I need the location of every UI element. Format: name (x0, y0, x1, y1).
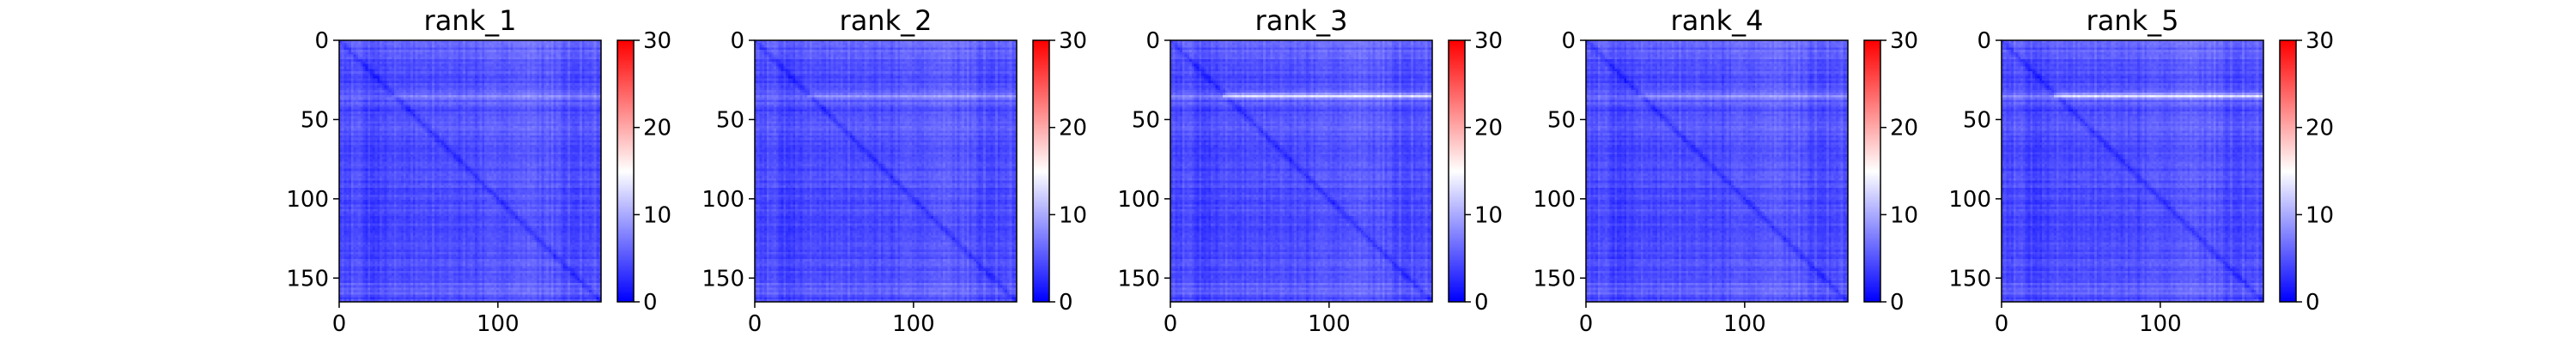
panel-title: rank_3 (1255, 4, 1348, 37)
colorbar-frame (617, 39, 635, 303)
y-tick-label: 100 (702, 187, 744, 213)
colorbar-tick-label: 10 (1059, 202, 1087, 228)
colorbar-tick-label: 10 (2306, 202, 2334, 228)
colorbar-frame (2279, 39, 2297, 303)
heatmap-image (1586, 40, 1848, 302)
colorbar-tick-label: 0 (2306, 290, 2320, 316)
colorbar-tick-label: 0 (643, 290, 658, 316)
colorbar-tick-label: 20 (2306, 116, 2334, 141)
x-tick-label: 0 (748, 311, 762, 337)
y-tick-label: 0 (1977, 28, 1991, 54)
x-tick-label: 0 (1163, 311, 1178, 337)
heatmap-image (755, 40, 1017, 302)
colorbar-tick-label: 20 (1059, 116, 1087, 141)
colorbar-tick-label: 0 (1890, 290, 1905, 316)
colorbar-gradient (1449, 40, 1465, 302)
heatmap-image (1170, 40, 1432, 302)
axes-frame (1585, 39, 1849, 303)
panel-title: rank_2 (840, 4, 933, 37)
colorbar-tick-label: 30 (1059, 28, 1087, 54)
x-tick-label: 0 (1995, 311, 2009, 337)
y-tick-label: 100 (1948, 187, 1991, 213)
colorbar-gradient (1864, 40, 1880, 302)
y-tick-label: 100 (1117, 187, 1160, 213)
colorbar-gradient (1033, 40, 1049, 302)
y-tick-label: 50 (1132, 107, 1160, 133)
axes-frame (2001, 39, 2264, 303)
y-tick-label: 100 (286, 187, 329, 213)
colorbar-tick-label: 30 (643, 28, 671, 54)
y-tick-label: 0 (314, 28, 329, 54)
y-tick-label: 50 (1963, 107, 1991, 133)
y-tick-label: 150 (1948, 266, 1991, 292)
colorbar-frame (1448, 39, 1466, 303)
x-tick-label: 0 (1579, 311, 1594, 337)
y-tick-label: 0 (1561, 28, 1576, 54)
colorbar-tick-label: 30 (2306, 28, 2334, 54)
colorbar-tick-label: 0 (1059, 290, 1073, 316)
colorbar-frame (1032, 39, 1050, 303)
colorbar-tick-label: 20 (1890, 116, 1918, 141)
x-tick-label: 100 (1308, 311, 1351, 337)
heatmap-image (2002, 40, 2263, 302)
y-tick-label: 150 (702, 266, 744, 292)
y-tick-label: 50 (1547, 107, 1576, 133)
colorbar-tick-label: 10 (1474, 202, 1503, 228)
x-tick-label: 100 (1723, 311, 1766, 337)
y-tick-label: 150 (1533, 266, 1576, 292)
y-tick-label: 0 (730, 28, 744, 54)
x-tick-label: 100 (2139, 311, 2182, 337)
colorbar-tick-label: 20 (643, 116, 671, 141)
colorbar-tick-label: 30 (1890, 28, 1918, 54)
colorbar-tick-label: 10 (1890, 202, 1918, 228)
x-tick-label: 100 (477, 311, 519, 337)
axes-frame (338, 39, 602, 303)
x-tick-label: 100 (892, 311, 935, 337)
colorbar-gradient (2280, 40, 2296, 302)
colorbar-gradient (617, 40, 634, 302)
axes-frame (1170, 39, 1433, 303)
y-tick-label: 50 (301, 107, 329, 133)
colorbar-tick-label: 0 (1474, 290, 1489, 316)
panel-title: rank_5 (2087, 4, 2179, 37)
colorbar-tick-label: 10 (643, 202, 671, 228)
y-tick-label: 100 (1533, 187, 1576, 213)
heatmap-image (339, 40, 601, 302)
axes-frame (754, 39, 1018, 303)
colorbar-tick-label: 30 (1474, 28, 1503, 54)
y-tick-label: 150 (286, 266, 329, 292)
y-tick-label: 150 (1117, 266, 1160, 292)
colorbar-frame (1863, 39, 1881, 303)
y-tick-label: 50 (716, 107, 744, 133)
y-tick-label: 0 (1145, 28, 1160, 54)
x-tick-label: 0 (332, 311, 347, 337)
panel-title: rank_4 (1671, 4, 1764, 37)
panel-title: rank_1 (424, 4, 517, 37)
colorbar-tick-label: 20 (1474, 116, 1503, 141)
